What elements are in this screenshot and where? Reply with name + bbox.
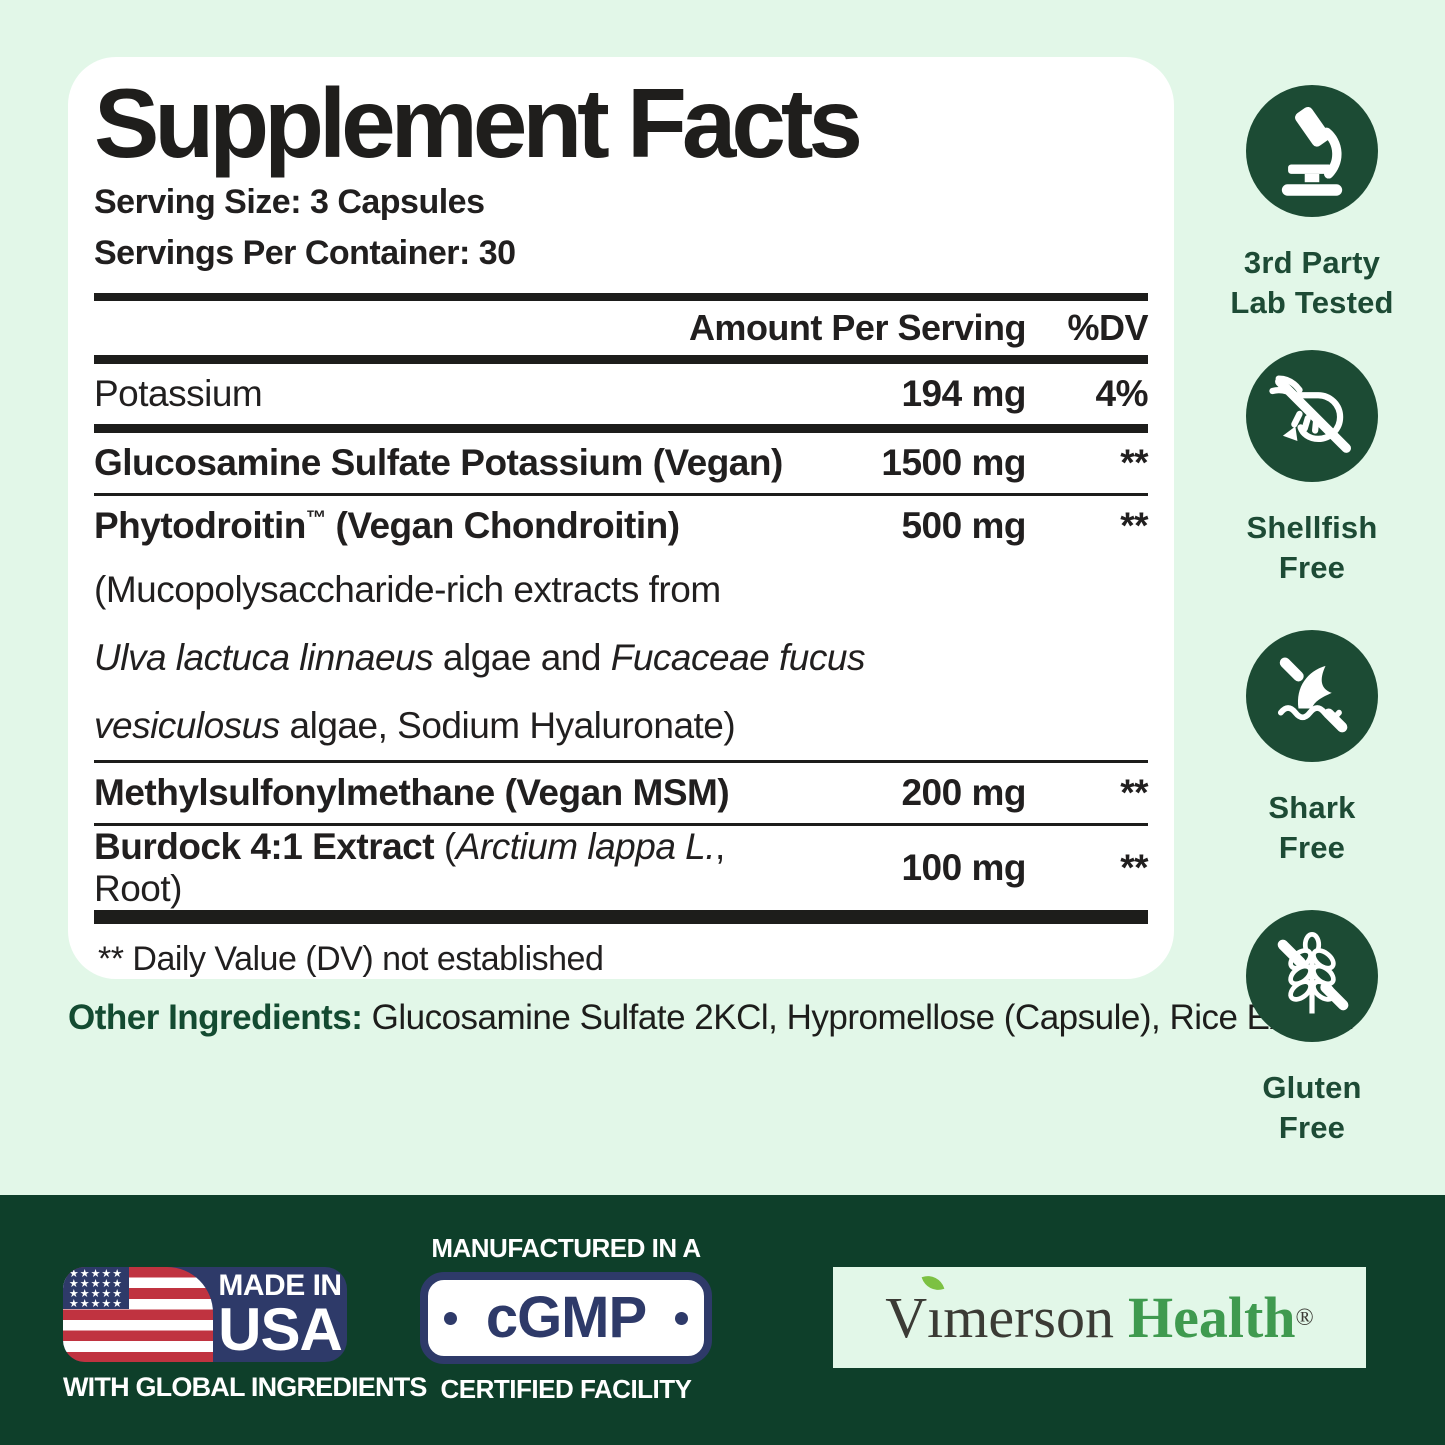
gluten-free-icon bbox=[1246, 910, 1378, 1042]
ingredient-row: Methylsulfonylmethane (Vegan MSM) 200 mg *… bbox=[94, 763, 1149, 823]
ingredient-name: Methylsulfonylmethane (Vegan MSM) bbox=[94, 771, 730, 813]
global-ingredients-text: WITH GLOBAL INGREDIENTS bbox=[63, 1372, 427, 1402]
ingredient-name: Glucosamine Sulfate Potassium (Vegan) bbox=[94, 441, 783, 483]
amount-header: Amount Per Serving bbox=[688, 306, 1027, 348]
other-ingredients-value: Glucosamine Sulfate 2KCl, Hypromellose (… bbox=[362, 998, 1353, 1037]
ingredient-row: Burdock 4:1 Extract (Arctium lappa L., R… bbox=[94, 825, 1149, 910]
table-bottom-rule bbox=[94, 909, 1148, 924]
footer-band: ★★★★★ ★★★★★ ★★★★★ ★★★★★ MADE IN USA WITH… bbox=[0, 1195, 1445, 1445]
badge-dot-left bbox=[444, 1311, 457, 1325]
cgmp-badge: cGMP bbox=[420, 1272, 712, 1364]
us-flag-icon: ★★★★★ ★★★★★ ★★★★★ ★★★★★ bbox=[63, 1267, 213, 1362]
facts-rows: Potassium 194 mg 4% Glucosamine Sulfate Pot… bbox=[94, 364, 1149, 910]
dv-footnote: ** Daily Value (DV) not established bbox=[98, 939, 604, 978]
made-in-usa-badge: ★★★★★ ★★★★★ ★★★★★ ★★★★★ MADE IN USA bbox=[63, 1267, 347, 1362]
flag-canton: ★★★★★ ★★★★★ ★★★★★ ★★★★★ bbox=[63, 1267, 129, 1310]
ingredient-description-line: vesiculosus algae, Sodium Hyaluronate) bbox=[94, 704, 736, 746]
ingredient-dv: 4% bbox=[1095, 372, 1149, 414]
ingredient-amount: 500 mg bbox=[901, 504, 1026, 546]
other-ingredients: Other Ingredients: Glucosamine Sulfate 2… bbox=[68, 998, 1353, 1038]
ingredient-amount: 1500 mg bbox=[881, 441, 1026, 483]
manufactured-in-text: MANUFACTURED IN A bbox=[431, 1233, 701, 1263]
row-rule-thick bbox=[94, 423, 1148, 433]
usa-text: USA bbox=[218, 1296, 343, 1362]
table-header-row: Amount Per Serving %DV bbox=[94, 301, 1149, 355]
claim-badge-label: Gluten Free bbox=[1262, 1070, 1362, 1145]
cgmp-block: MANUFACTURED IN A cGMP CERTIFIED FACILIT… bbox=[420, 1233, 712, 1405]
claim-badge-label: Shellfish Free bbox=[1246, 510, 1378, 585]
ingredient-row: Phytodroitin™ (Vegan Chondroitin) 500 mg *… bbox=[94, 496, 1149, 556]
table-top-rule bbox=[94, 292, 1148, 301]
supplement-facts-panel: Supplement Facts Serving Size: 3 Capsule… bbox=[68, 57, 1174, 979]
row-rule bbox=[94, 759, 1148, 763]
ingredient-description-line: Ulva lactuca linnaeus algae and Fucaceae… bbox=[94, 636, 865, 678]
claim-badge-shark-free: Shark Free bbox=[1197, 630, 1427, 867]
ingredient-name: Burdock 4:1 Extract (Arctium lappa L., R… bbox=[94, 825, 725, 909]
ingredient-description-line: (Mucopolysaccharide-rich extracts from bbox=[94, 568, 721, 610]
ingredient-amount: 100 mg bbox=[901, 846, 1026, 888]
row-rule bbox=[94, 492, 1148, 496]
facts-table: Amount Per Serving %DV Potassium 194 mg 4%… bbox=[94, 292, 1149, 979]
claim-badge-3rd-party-lab-tested: 3rd Party Lab Tested bbox=[1197, 85, 1427, 322]
other-ingredients-label: Other Ingredients: bbox=[68, 998, 363, 1037]
servings-per-container: Servings Per Container: 30 bbox=[94, 233, 516, 272]
shark-free-icon bbox=[1246, 630, 1378, 762]
ingredient-row: Glucosamine Sulfate Potassium (Vegan) 150… bbox=[94, 433, 1149, 493]
made-in-usa-block: ★★★★★ ★★★★★ ★★★★★ ★★★★★ MADE IN USA WITH… bbox=[63, 1267, 427, 1403]
header-rule bbox=[94, 354, 1148, 364]
claim-badge-label: 3rd Party Lab Tested bbox=[1230, 245, 1394, 320]
ingredient-amount: 194 mg bbox=[901, 372, 1026, 414]
microscope-icon bbox=[1246, 85, 1378, 217]
certified-facility-text: CERTIFIED FACILITY bbox=[440, 1374, 693, 1404]
ingredient-dv: ** bbox=[1120, 441, 1148, 483]
dv-header: %DV bbox=[1067, 306, 1148, 348]
shellfish-free-icon bbox=[1246, 350, 1378, 482]
row-rule bbox=[94, 822, 1148, 826]
brand-name-health: Health bbox=[1127, 1285, 1296, 1350]
ingredient-dv: ** bbox=[1120, 504, 1148, 546]
serving-size: Serving Size: 3 Capsules bbox=[94, 182, 485, 221]
cgmp-text: cGMP bbox=[485, 1285, 647, 1350]
badge-dot-right bbox=[675, 1311, 688, 1325]
ingredient-name: Potassium bbox=[94, 372, 263, 414]
made-in-text: MADE IN bbox=[218, 1269, 342, 1302]
registered-mark: ® bbox=[1295, 1304, 1314, 1331]
panel-title: Supplement Facts bbox=[94, 68, 863, 178]
claim-badge-gluten-free: Gluten Free bbox=[1197, 910, 1427, 1147]
ingredient-row: Potassium 194 mg 4% bbox=[94, 364, 1149, 424]
ingredient-dv: ** bbox=[1120, 771, 1148, 813]
ingredient-amount: 200 mg bbox=[901, 771, 1026, 813]
ingredient-dv: ** bbox=[1120, 846, 1148, 888]
ingredient-name: Phytodroitin™ (Vegan Chondroitin) bbox=[94, 504, 680, 546]
claim-badge-label: Shark Free bbox=[1268, 790, 1356, 865]
claim-badge-shellfish-free: Shellfish Free bbox=[1197, 350, 1427, 587]
